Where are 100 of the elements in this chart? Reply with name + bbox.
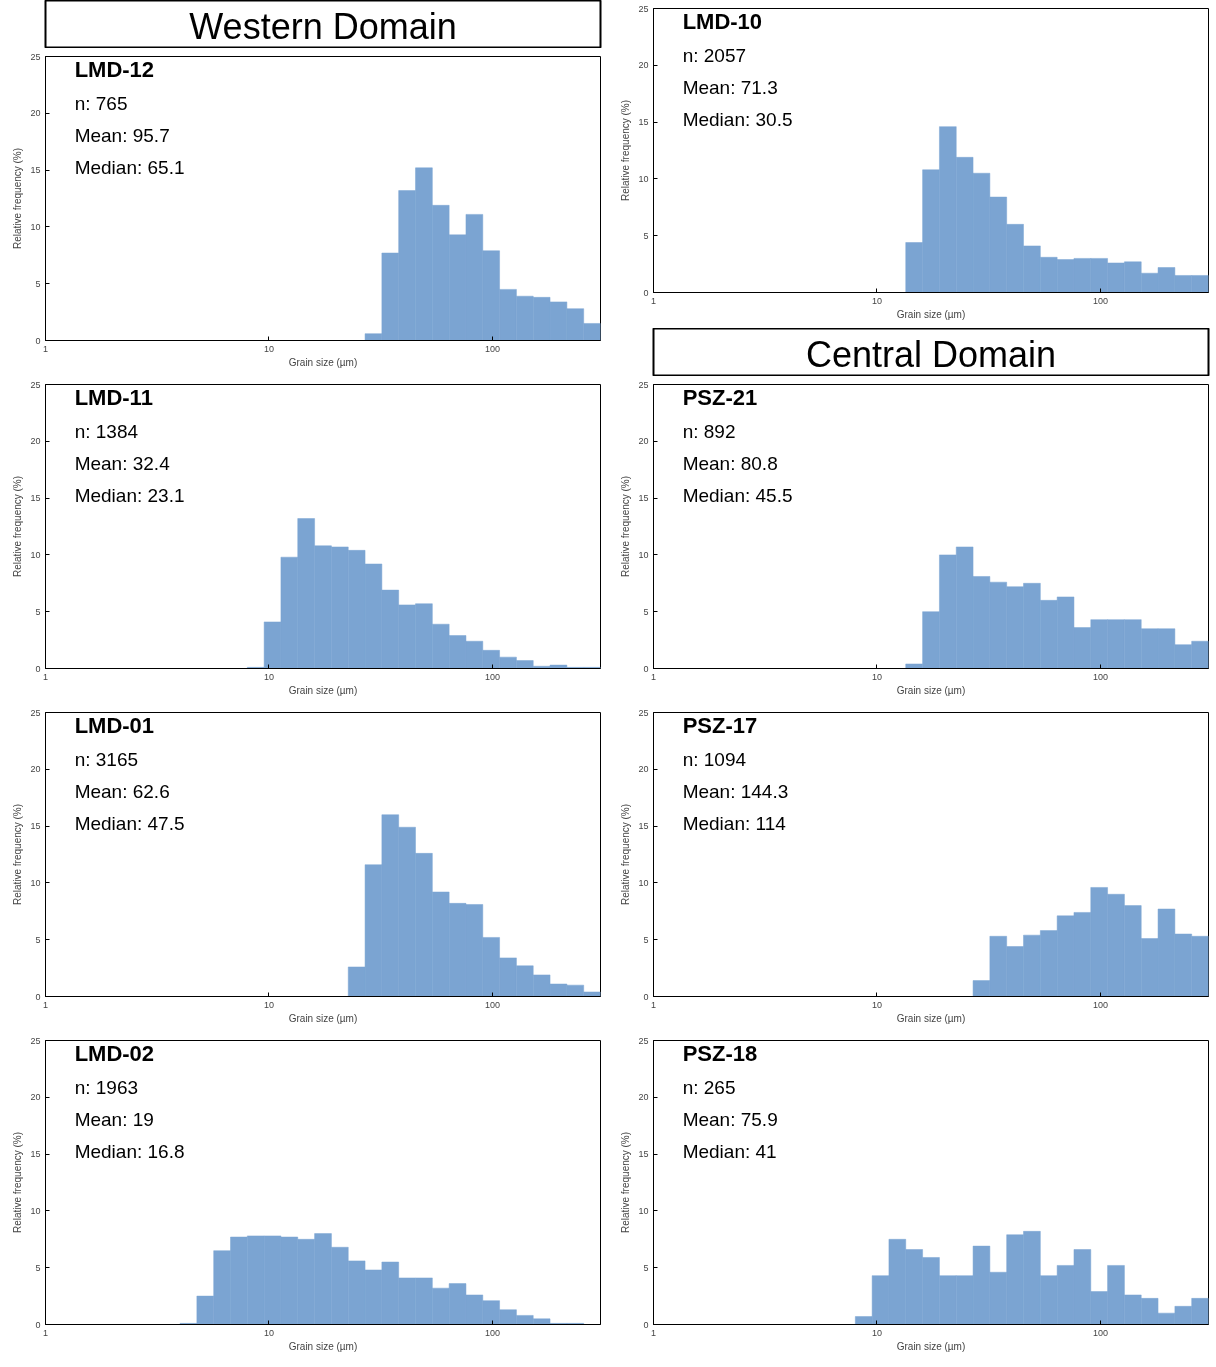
x-axis-title: Grain size (µm) (896, 308, 966, 320)
y-tick-label: 0 (643, 1319, 649, 1330)
x-tick-label: 10 (263, 999, 274, 1010)
chart-title: LMD-01 (74, 713, 155, 739)
annotation: Mean: 80.8 (682, 453, 778, 475)
x-tick-label: 1 (651, 671, 657, 682)
x-axis-title: Grain size (µm) (896, 1340, 966, 1352)
x-tick-label: 1 (651, 1327, 657, 1338)
annotation: Mean: 75.9 (682, 1109, 778, 1131)
x-tick-label: 1 (651, 295, 657, 306)
y-tick-label: 10 (638, 1205, 649, 1216)
y-tick-label: 20 (30, 764, 41, 775)
x-tick-label: 1 (43, 671, 49, 682)
annotation: Median: 30.5 (682, 109, 793, 131)
x-tick-label: 1 (651, 999, 657, 1010)
chart-title: LMD-11 (74, 385, 153, 411)
y-tick-label: 0 (35, 1319, 41, 1330)
x-tick-label: 100 (484, 999, 500, 1010)
y-tick-label: 0 (643, 663, 649, 674)
annotation: n: 2057 (682, 45, 747, 67)
y-tick-label: 5 (643, 230, 649, 241)
y-tick-label: 5 (35, 934, 41, 945)
y-tick-label: 10 (638, 877, 649, 888)
y-tick-label: 25 (30, 379, 41, 390)
annotation: n: 1963 (74, 1077, 139, 1099)
x-tick-label: 10 (263, 671, 274, 682)
annotation: n: 765 (74, 93, 128, 115)
y-tick-label: 5 (35, 278, 41, 289)
x-tick-label: 100 (484, 1327, 500, 1338)
chart-title: LMD-12 (74, 57, 155, 83)
annotation: Mean: 144.3 (682, 781, 789, 803)
y-tick-label: 15 (638, 117, 649, 128)
annotation: n: 265 (682, 1077, 736, 1099)
annotation: Median: 45.5 (682, 485, 793, 507)
x-tick-label: 100 (484, 343, 500, 354)
annotation: Mean: 95.7 (74, 125, 170, 147)
y-tick-label: 0 (35, 335, 41, 346)
y-tick-label: 15 (30, 821, 41, 832)
x-axis-title: Grain size (µm) (288, 356, 358, 368)
annotation: Mean: 19 (74, 1109, 154, 1131)
y-tick-label: 15 (638, 1149, 649, 1160)
annotation: Median: 114 (682, 813, 787, 835)
y-tick-label: 10 (30, 877, 41, 888)
text: Central Domain (805, 334, 1057, 376)
y-tick-label: 25 (30, 51, 41, 62)
y-axis-title: Relative frequency (%) (620, 99, 632, 202)
y-tick-label: 15 (638, 821, 649, 832)
annotation: Median: 47.5 (74, 813, 185, 835)
x-axis-title: Grain size (µm) (288, 1340, 358, 1352)
y-tick-label: 15 (638, 493, 649, 504)
y-axis-title: Relative frequency (%) (12, 147, 24, 250)
annotation: Median: 23.1 (74, 485, 185, 507)
x-tick-label: 10 (871, 295, 882, 306)
y-tick-label: 0 (643, 991, 649, 1002)
y-axis-title: Relative frequency (%) (620, 1131, 632, 1234)
annotation: Mean: 32.4 (74, 453, 171, 475)
text: Western Domain (189, 6, 457, 48)
chart-title: LMD-10 (682, 9, 763, 35)
annotation: n: 3165 (74, 749, 139, 771)
x-tick-label: 1 (43, 999, 49, 1010)
y-tick-label: 25 (638, 1035, 649, 1046)
y-tick-label: 20 (30, 108, 41, 119)
x-axis-title: Grain size (µm) (896, 1012, 966, 1024)
y-tick-label: 10 (30, 221, 41, 232)
x-tick-label: 1 (43, 343, 49, 354)
y-axis-title: Relative frequency (%) (12, 803, 24, 906)
x-tick-label: 100 (1092, 295, 1108, 306)
y-tick-label: 20 (638, 436, 649, 447)
y-tick-label: 5 (35, 606, 41, 617)
annotation: n: 1094 (682, 749, 747, 771)
y-tick-label: 15 (30, 165, 41, 176)
y-axis-title: Relative frequency (%) (620, 475, 632, 578)
x-tick-label: 10 (263, 343, 274, 354)
chart-title: PSZ-17 (682, 713, 758, 739)
x-axis-title: Grain size (µm) (288, 1012, 358, 1024)
annotation: Mean: 71.3 (682, 77, 778, 99)
y-tick-label: 25 (638, 707, 649, 718)
annotation: n: 1384 (74, 421, 139, 443)
x-tick-label: 1 (43, 1327, 49, 1338)
x-tick-label: 10 (263, 1327, 274, 1338)
y-axis-title: Relative frequency (%) (12, 475, 24, 578)
x-tick-label: 100 (1092, 999, 1108, 1010)
x-tick-label: 10 (871, 999, 882, 1010)
y-tick-label: 0 (35, 991, 41, 1002)
y-tick-label: 25 (30, 707, 41, 718)
annotation: Mean: 62.6 (74, 781, 170, 803)
y-axis-title: Relative frequency (%) (620, 803, 632, 906)
chart-title: PSZ-21 (682, 385, 758, 411)
y-tick-label: 10 (638, 173, 649, 184)
y-tick-label: 5 (35, 1262, 41, 1273)
y-tick-label: 25 (638, 379, 649, 390)
y-tick-label: 15 (30, 493, 41, 504)
y-tick-label: 0 (643, 287, 649, 298)
y-tick-label: 5 (643, 606, 649, 617)
x-axis-title: Grain size (µm) (896, 684, 966, 696)
y-tick-label: 15 (30, 1149, 41, 1160)
y-tick-label: 20 (638, 764, 649, 775)
annotation: n: 892 (682, 421, 736, 443)
y-tick-label: 0 (35, 663, 41, 674)
y-tick-label: 5 (643, 1262, 649, 1273)
